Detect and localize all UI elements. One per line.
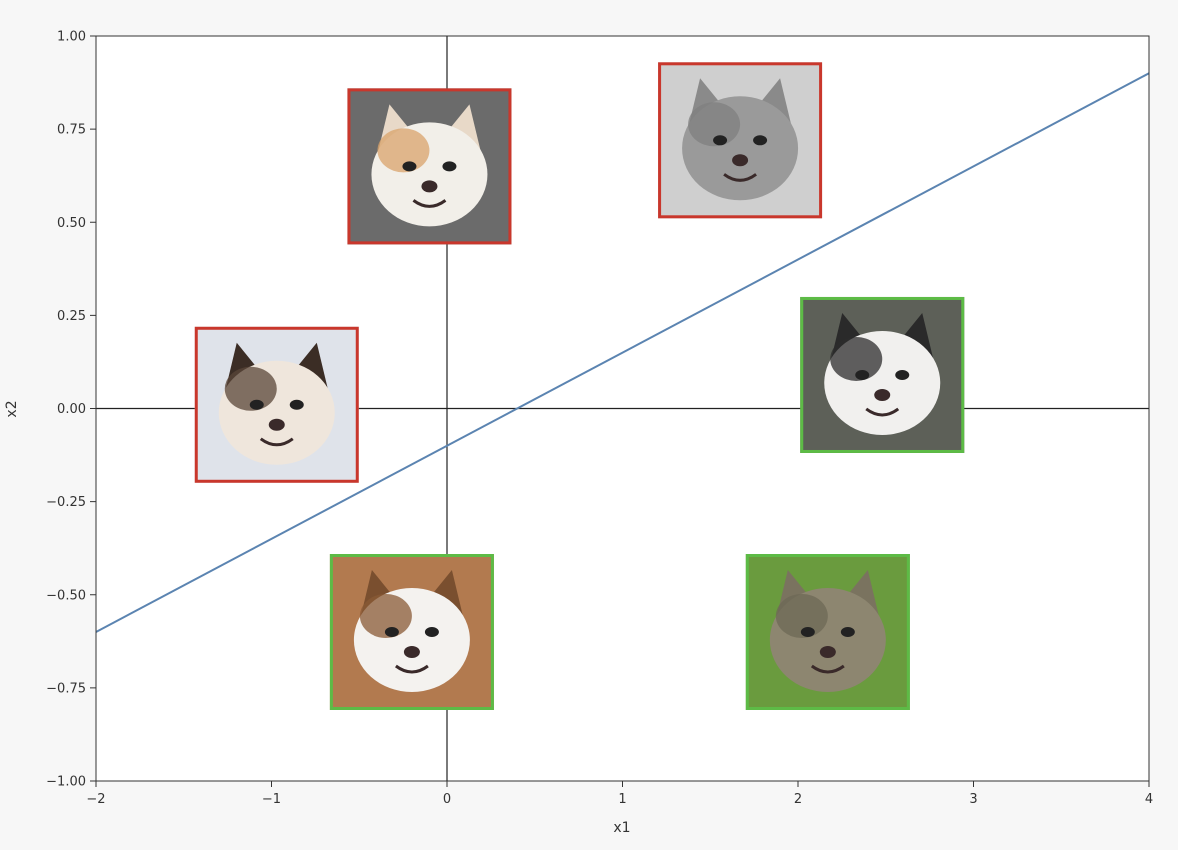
x-tick-label: 1 — [618, 792, 626, 807]
cat-frame — [194, 326, 359, 483]
dog-frame — [800, 296, 965, 453]
smiling-weimaraner-dog-icon — [745, 554, 910, 710]
mouth — [395, 664, 429, 674]
left-eye — [249, 399, 264, 410]
mouth — [810, 664, 845, 674]
fur-patch — [775, 594, 828, 638]
right-eye — [840, 627, 855, 637]
fur-patch — [688, 102, 741, 147]
plot-frame — [95, 35, 1150, 782]
right-eye — [895, 369, 910, 380]
right-eye — [424, 627, 439, 637]
x-tick-label: 2 — [794, 792, 802, 807]
fur-patch — [224, 366, 277, 411]
y-tick-label: −0.50 — [46, 588, 86, 603]
angry-fluffy-puppy-icon — [329, 554, 494, 710]
fur-patch — [830, 336, 883, 381]
cat-frame — [347, 88, 512, 245]
y-tick-label: −0.25 — [46, 495, 86, 510]
nose — [874, 388, 891, 401]
decision-boundary-line — [95, 72, 1150, 633]
x-tick-label: 0 — [443, 792, 451, 807]
nose — [732, 154, 749, 167]
x-tick-label: −2 — [86, 792, 105, 807]
y-tick-label: −1.00 — [46, 775, 86, 790]
y-tick-label: −0.75 — [46, 681, 86, 696]
nose — [403, 646, 420, 658]
nose — [819, 646, 836, 658]
y-tick-label: 0.75 — [57, 123, 86, 138]
fur-patch — [359, 594, 412, 638]
cat-frame — [658, 62, 823, 219]
mouth — [723, 173, 757, 182]
mouth — [259, 437, 294, 447]
right-eye — [753, 135, 768, 146]
shocked-grey-cat-icon — [658, 62, 823, 219]
left-eye — [402, 161, 417, 172]
y-axis-label: x2 — [4, 400, 20, 417]
husky-dog-icon — [800, 296, 965, 453]
left-eye — [713, 135, 728, 146]
right-eye — [289, 399, 304, 410]
y-tick-label: 0.25 — [57, 309, 86, 324]
x-tick-label: 4 — [1145, 792, 1153, 807]
x-tick-label: −1 — [262, 792, 281, 807]
left-eye — [384, 627, 399, 637]
right-eye — [442, 161, 457, 172]
x-tick-label: 3 — [969, 792, 977, 807]
y-tick-label: 0.00 — [57, 402, 86, 417]
left-eye — [800, 627, 815, 637]
left-eye — [855, 369, 870, 380]
mouth — [412, 199, 447, 208]
grumpy-cat-icon — [194, 326, 359, 483]
dog-frame — [329, 554, 494, 710]
nose — [268, 418, 285, 431]
dog-frame — [745, 554, 910, 710]
y-tick-label: 1.00 — [57, 30, 86, 45]
nose — [421, 180, 438, 193]
fur-patch — [377, 128, 430, 173]
x-axis-label: x1 — [613, 820, 630, 836]
y-tick-label: 0.50 — [57, 216, 86, 231]
laughing-calico-cat-icon — [347, 88, 512, 245]
mouth — [865, 407, 900, 417]
